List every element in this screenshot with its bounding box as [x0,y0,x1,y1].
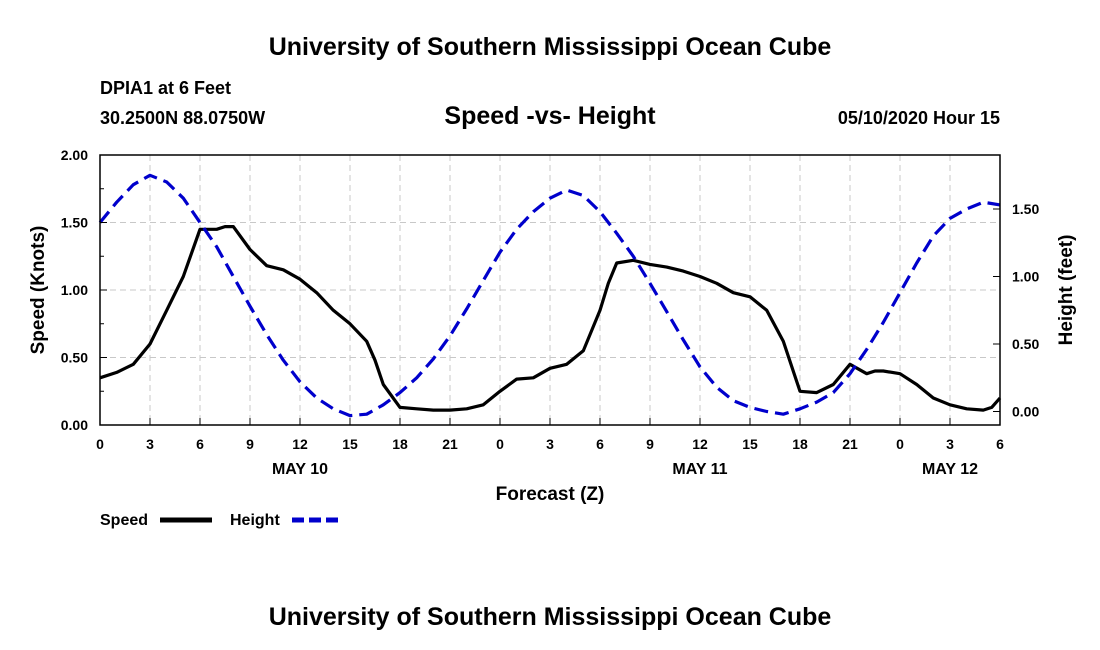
legend: Speed Height [100,512,342,529]
y-tick-label: 0.00 [61,417,88,433]
y2-axis-label: Height (feet) [1056,235,1077,346]
legend-speed-label: Speed [100,512,148,529]
date-label: MAY 11 [672,461,727,478]
chart-title: Speed -vs- Height [444,102,656,130]
x-tick-label: 18 [392,436,408,452]
x-axis-label: Forecast (Z) [496,484,605,505]
datetime-label: 05/10/2020 Hour 15 [838,108,1000,128]
x-tick-label: 6 [596,436,604,452]
x-tick-label: 21 [842,436,858,452]
x-tick-label: 12 [292,436,308,452]
x-tick-label: 6 [996,436,1004,452]
axis-ticks: 0 3 6 9 12 15 18 21 0 3 6 9 12 15 18 21 0 3 6 0.00 0.50 1.00 1… [61,147,1040,478]
x-tick-label: 0 [96,436,104,452]
bottom-title: University of Southern Mississippi Ocean… [269,603,832,631]
y-tick-label: 1.00 [61,282,88,298]
x-tick-label: 15 [342,436,358,452]
x-tick-label: 9 [246,436,254,452]
x-tick-label: 9 [646,436,654,452]
x-tick-label: 15 [742,436,758,452]
x-tick-label: 21 [442,436,458,452]
y-tick-label: 0.50 [61,350,88,366]
x-tick-label: 3 [546,436,554,452]
date-label: MAY 10 [272,461,328,478]
y2-tick-label: 1.00 [1012,269,1039,285]
y2-tick-label: 1.50 [1012,201,1039,217]
x-tick-label: 18 [792,436,808,452]
x-tick-label: 0 [496,436,504,452]
grid-lines [100,155,1000,425]
legend-height-label: Height [230,512,280,529]
series-lines [98,173,1002,418]
top-title: University of Southern Mississippi Ocean… [269,33,832,61]
y2-tick-label: 0.00 [1012,404,1039,420]
date-label: MAY 12 [922,461,978,478]
y-tick-label: 2.00 [61,147,88,163]
y2-tick-label: 0.50 [1012,336,1039,352]
height-series-line [98,173,1001,418]
y-axis-label: Speed (Knots) [28,226,49,355]
x-tick-label: 3 [146,436,154,452]
location-label: 30.2500N 88.0750W [100,108,265,128]
x-tick-label: 12 [692,436,708,452]
x-tick-label: 3 [946,436,954,452]
speed-series-line [99,225,1002,412]
station-label: DPIA1 at 6 Feet [100,78,231,98]
x-tick-label: 0 [896,436,904,452]
y-tick-label: 1.50 [61,215,88,231]
x-tick-label: 6 [196,436,204,452]
